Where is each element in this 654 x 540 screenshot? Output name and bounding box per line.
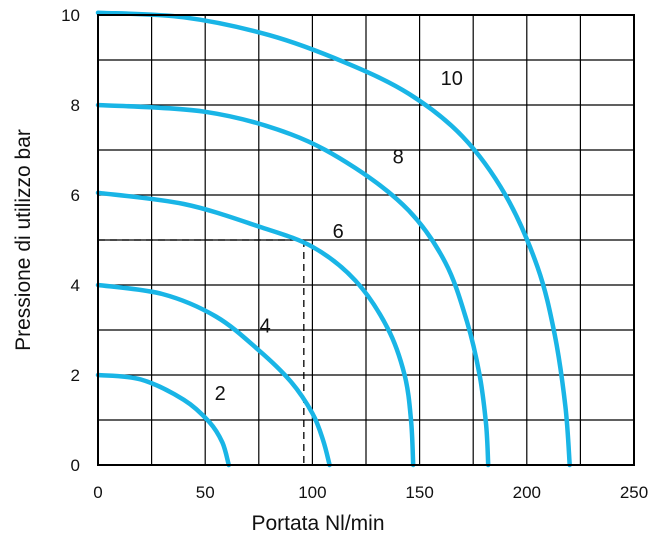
series-line-8 <box>95 102 491 468</box>
series-lines <box>95 10 572 468</box>
x-axis-title: Portata Nl/min <box>251 512 384 535</box>
series-line-2 <box>95 372 232 468</box>
x-tick-label: 0 <box>93 483 102 502</box>
curve-labels: 2 4 6 8 10 <box>215 68 463 405</box>
x-tick-label: 250 <box>620 483 648 502</box>
x-tick-label: 150 <box>405 483 433 502</box>
series-label-2: 2 <box>215 383 226 405</box>
series-line-10 <box>95 10 572 468</box>
y-tick-label: 6 <box>71 186 80 205</box>
tick-labels: 0 50 100 150 200 250 0 2 4 6 8 10 <box>61 6 648 502</box>
series-line-4 <box>95 282 332 468</box>
y-tick-label: 8 <box>71 96 80 115</box>
x-tick-label: 50 <box>196 483 215 502</box>
series-label-8: 8 <box>393 147 404 169</box>
y-tick-label: 0 <box>71 456 80 475</box>
x-tick-label: 200 <box>513 483 541 502</box>
series-label-4: 4 <box>260 315 271 337</box>
y-tick-label: 4 <box>71 276 80 295</box>
series-label-6: 6 <box>333 221 344 243</box>
y-tick-label: 2 <box>71 366 80 385</box>
plot-frame <box>97 14 635 466</box>
series-label-10: 10 <box>441 68 463 90</box>
series-line-6 <box>95 190 416 468</box>
x-tick-label: 100 <box>298 483 326 502</box>
reference-lines <box>98 239 305 465</box>
y-axis-title: Pressione di utilizzo bar <box>12 129 35 351</box>
y-tick-label: 10 <box>61 6 80 25</box>
